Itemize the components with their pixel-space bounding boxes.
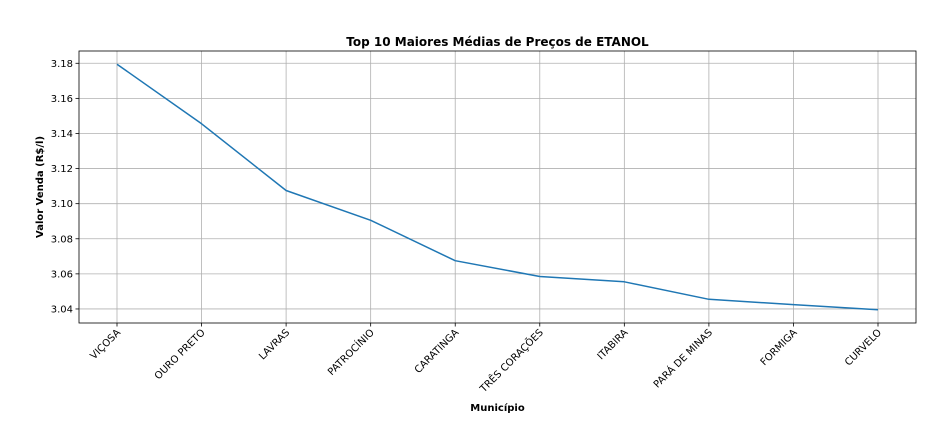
x-tick-label: ITABIRA xyxy=(596,327,631,362)
plot-area-frame xyxy=(78,50,917,324)
grid-lines xyxy=(79,51,916,323)
chart-title: Top 10 Maiores Médias de Preços de ETANO… xyxy=(346,35,649,49)
x-tick-label: CARATINGA xyxy=(413,327,462,376)
x-tick-label: FORMIGA xyxy=(759,327,800,368)
y-tick-label: 3.16 xyxy=(51,94,73,105)
x-tick-label: PARÁ DE MINAS xyxy=(650,326,715,391)
x-tick-label: TRÊS CORAÇÕES xyxy=(476,326,546,396)
x-axis-label: Município xyxy=(470,402,525,414)
series-lines xyxy=(116,63,879,311)
y-tick-label: 3.14 xyxy=(51,129,73,140)
y-tick-label: 3.06 xyxy=(51,269,73,280)
x-tick-label: PATROCÍNIO xyxy=(325,326,377,378)
series-line xyxy=(116,63,879,311)
y-tick-label: 3.18 xyxy=(51,59,73,70)
x-tick-label: CURVELO xyxy=(843,327,884,368)
x-tick-label: OURO PRETO xyxy=(153,327,208,382)
y-tick-label: 3.10 xyxy=(51,199,73,210)
y-tick-label: 3.12 xyxy=(51,164,73,175)
axis-ticks xyxy=(75,62,879,327)
x-tick-label: VIÇOSA xyxy=(88,327,123,362)
y-tick-label: 3.04 xyxy=(51,304,73,315)
y-tick-label: 3.08 xyxy=(51,234,73,245)
y-axis-label: Valor Venda (R$/l) xyxy=(35,136,46,238)
x-tick-label: LAVRAS xyxy=(257,327,292,362)
